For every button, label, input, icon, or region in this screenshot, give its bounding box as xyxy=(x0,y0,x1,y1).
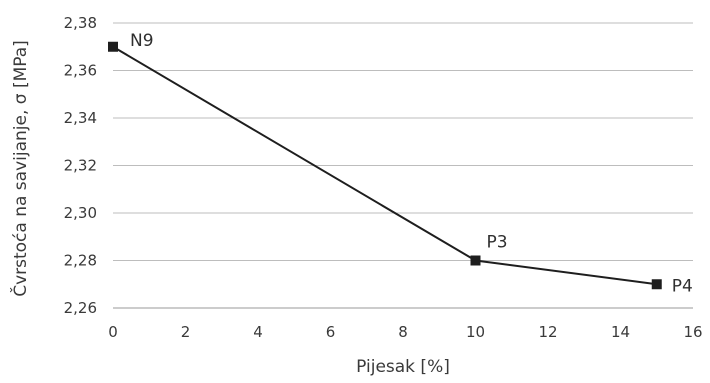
y-tick-label: 2,32 xyxy=(64,157,97,175)
y-tick-label: 2,28 xyxy=(64,252,97,270)
x-tick-label: 14 xyxy=(611,323,630,341)
point-labels: N9 P3 P4 xyxy=(130,31,693,297)
x-tick-label: 0 xyxy=(108,323,118,341)
data-markers xyxy=(108,41,662,290)
x-tick-labels: 0 2 4 6 8 10 12 14 16 xyxy=(108,323,702,341)
data-marker xyxy=(108,41,118,52)
point-label: N9 xyxy=(130,31,154,51)
y-tick-label: 2,38 xyxy=(64,14,97,32)
point-label: P3 xyxy=(487,233,508,253)
x-tick-label: 10 xyxy=(466,323,485,341)
y-tick-label: 2,26 xyxy=(64,299,97,317)
x-tick-label: 6 xyxy=(326,323,336,341)
y-tick-label: 2,30 xyxy=(64,204,97,222)
x-axis-title: Pijesak [%] xyxy=(356,357,450,377)
data-marker xyxy=(470,255,481,266)
data-marker xyxy=(651,279,662,290)
grid-lines xyxy=(113,22,693,261)
x-tick-label: 16 xyxy=(683,323,702,341)
y-tick-label: 2,36 xyxy=(64,62,97,80)
x-tick-label: 2 xyxy=(181,323,191,341)
y-tick-labels: 2,26 2,28 2,30 2,32 2,34 2,36 2,38 xyxy=(64,14,97,317)
x-tick-label: 12 xyxy=(538,323,557,341)
y-axis-title: Čvrstoća na savijanje, σ [MPa] xyxy=(9,40,31,297)
x-tick-label: 4 xyxy=(253,323,263,341)
x-tick-label: 8 xyxy=(398,323,408,341)
point-label: P4 xyxy=(672,276,693,296)
y-tick-label: 2,34 xyxy=(64,109,97,127)
